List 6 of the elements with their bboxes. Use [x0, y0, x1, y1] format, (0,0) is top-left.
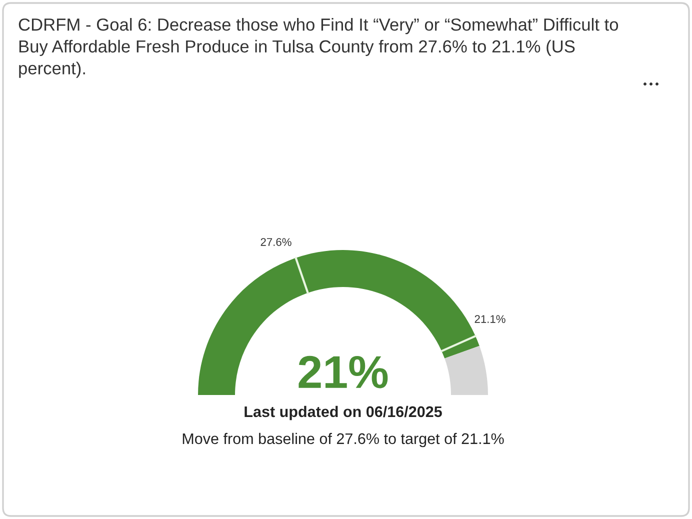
text: Last updated on 06/16/2025: [244, 406, 442, 420]
chart-title: CDRFM - Goal 6: Decrease those who Find It “Very” or “Somewhat” Difficult to Buy Affordable Fresh Produce in Tulsa County from 27.6% to 21.1% (US percent).: [18, 18, 618, 78]
text: 27.6%: [260, 238, 292, 246]
text: 21.1%: [474, 315, 506, 323]
text: 21%: [298, 356, 388, 388]
text: Move from baseline of 27.6% to target of 21.1%: [182, 432, 504, 448]
